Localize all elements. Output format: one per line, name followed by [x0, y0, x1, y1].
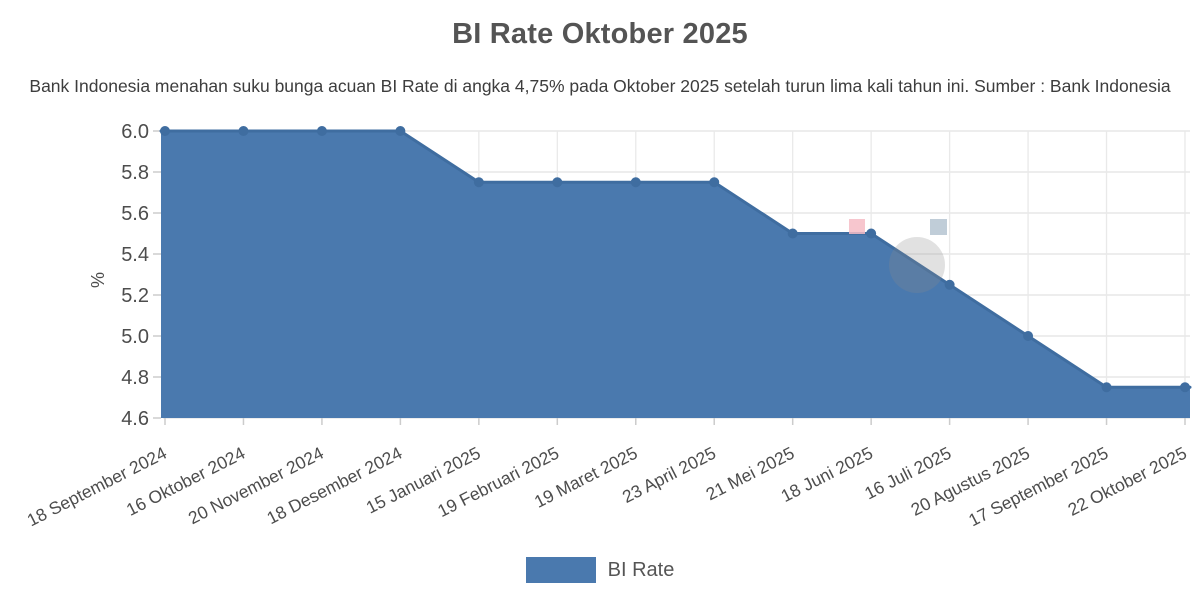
x-axis-label: 18 September 2024 — [24, 443, 170, 531]
series-points-bi-rate[interactable] — [160, 126, 1190, 393]
data-point[interactable] — [1101, 382, 1112, 393]
data-point[interactable] — [866, 228, 877, 239]
data-point[interactable] — [316, 126, 327, 136]
data-point[interactable] — [552, 177, 563, 188]
svg-text:5.0: 5.0 — [121, 326, 149, 348]
series-line-bi-rate — [159, 129, 1192, 389]
svg-text:%: % — [88, 272, 108, 288]
data-point[interactable] — [238, 126, 249, 136]
data-point[interactable] — [787, 228, 798, 239]
svg-text:5.4: 5.4 — [121, 244, 149, 266]
x-axis-label: 20 November 2024 — [185, 443, 327, 529]
data-point[interactable] — [160, 126, 170, 136]
svg-text:4.6: 4.6 — [121, 408, 149, 430]
svg-text:6.0: 6.0 — [121, 121, 149, 143]
data-point[interactable] — [709, 177, 720, 188]
data-point[interactable] — [630, 177, 641, 188]
chart-legend[interactable]: BI Rate — [0, 557, 1200, 583]
watermark — [849, 219, 947, 293]
chart-area: 6.0 5.8 5.6 5.4 5.2 5.0 4.8 4.6% 18 September 20… — [0, 105, 1200, 555]
x-axis-label: 18 Desember 2024 — [263, 443, 405, 529]
series-area-bi-rate — [161, 131, 1190, 418]
svg-text:4.8: 4.8 — [121, 367, 149, 389]
legend-label-bi-rate[interactable]: BI Rate — [607, 558, 675, 581]
svg-text:5.2: 5.2 — [121, 285, 149, 307]
data-point[interactable] — [944, 279, 955, 290]
bi-rate-area-chart: 6.0 5.8 5.6 5.4 5.2 5.0 4.8 4.6% 18 September 20… — [24, 121, 1192, 531]
svg-text:5.6: 5.6 — [121, 203, 149, 225]
watermark-pink-square — [849, 219, 865, 234]
chart-title: BI Rate Oktober 2025 — [452, 18, 748, 50]
y-axis-labels: 6.0 5.8 5.6 5.4 5.2 5.0 4.8 4.6 — [121, 121, 149, 430]
data-point[interactable] — [473, 177, 484, 188]
data-point[interactable] — [1180, 382, 1190, 393]
data-point[interactable] — [395, 126, 406, 136]
svg-text:5.8: 5.8 — [121, 162, 149, 184]
watermark-blue-square — [930, 219, 947, 235]
y-axis-title: % — [88, 272, 108, 288]
chart-subtitle: Bank Indonesia menahan suku bunga acuan … — [29, 76, 1171, 96]
watermark-circle — [889, 237, 945, 293]
legend-swatch-bi-rate[interactable] — [525, 557, 596, 583]
x-axis-label: 17 September 2025 — [965, 443, 1111, 531]
data-point[interactable] — [1023, 331, 1034, 341]
